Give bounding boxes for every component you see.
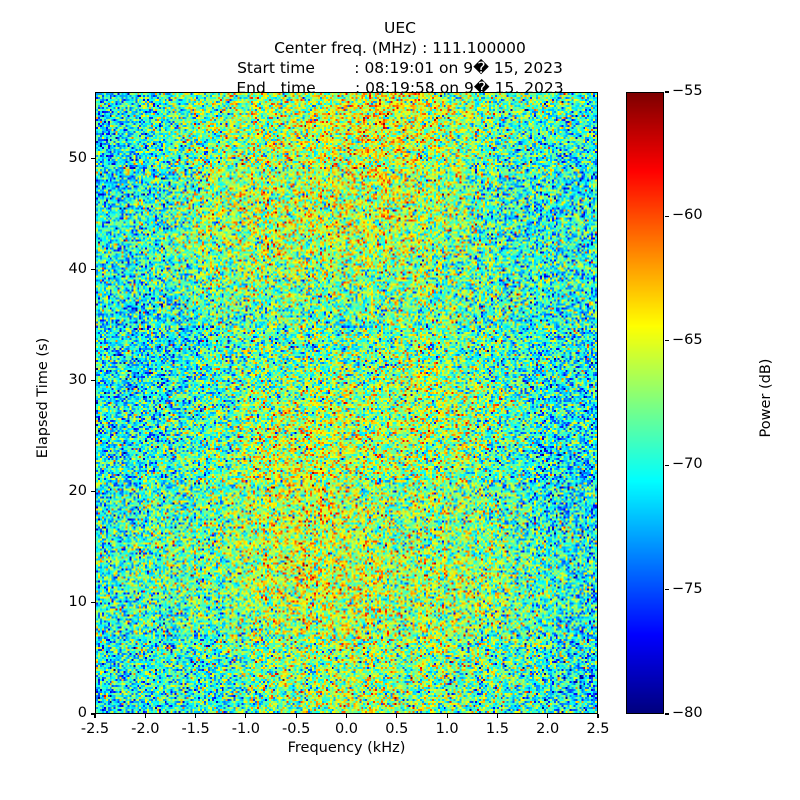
x-axis-tick [597, 714, 599, 719]
x-axis-tick-label: 1.0 [435, 721, 459, 737]
colorbar-tick [665, 215, 670, 217]
title-center-frequency: Center freq. (MHz) : 111.100000 [274, 39, 526, 57]
y-axis-tick-label: 20 [68, 482, 87, 499]
y-axis-tick-label: 30 [68, 371, 87, 388]
spectrogram-plot-area [95, 92, 598, 714]
x-axis-tick [496, 714, 498, 719]
y-axis-tick [90, 491, 95, 493]
colorbar-tick [665, 713, 670, 715]
x-axis-tick [295, 714, 297, 719]
colorbar-label: Power (dB) [758, 358, 774, 438]
colorbar-tick-label: −70 [672, 456, 703, 473]
colorbar-tick-label: −55 [672, 83, 703, 99]
colorbar-tick-label: −80 [672, 705, 703, 721]
x-axis-label: Frequency (kHz) [287, 740, 406, 756]
colorbar-tick [665, 464, 670, 466]
y-axis-tick [90, 602, 95, 604]
y-axis-tick-label: 50 [68, 149, 87, 166]
x-axis-tick [396, 714, 398, 719]
x-axis-tick-label: 2.0 [536, 721, 560, 737]
colorbar-tick-label: −60 [672, 207, 703, 224]
y-axis-tick [90, 713, 95, 715]
x-axis-tick [144, 714, 146, 719]
x-axis-tick [94, 714, 96, 719]
colorbar [626, 92, 664, 714]
x-axis-tick-label: -1.5 [181, 721, 210, 737]
x-axis-tick [446, 714, 448, 719]
colorbar-gradient [627, 93, 663, 713]
spectrogram-heatmap [96, 93, 597, 713]
colorbar-tick [665, 340, 670, 342]
x-axis-tick-label: -2.5 [80, 721, 110, 737]
y-axis-label: Elapsed Time (s) [35, 337, 51, 459]
x-axis-tick-label: -1.0 [231, 721, 261, 737]
x-axis-tick-label: 0.0 [334, 721, 359, 737]
colorbar-tick-label: −75 [672, 580, 703, 597]
title-start-time: Start time : 08:19:01 on 9� 15, 2023 [237, 59, 563, 77]
x-axis-tick [245, 714, 247, 719]
y-axis-tick-label: 10 [68, 593, 87, 610]
figure-title-block: UEC Center freq. (MHz) : 111.100000 Star… [0, 18, 800, 98]
y-axis-tick [90, 269, 95, 271]
colorbar-tick [665, 589, 670, 591]
x-axis-tick-label: -0.5 [282, 721, 311, 737]
colorbar-tick [665, 91, 670, 93]
x-axis-tick [195, 714, 197, 719]
x-axis-tick-label: 1.5 [485, 721, 509, 737]
colorbar-tick-label: −65 [672, 331, 703, 348]
y-axis-tick [90, 158, 95, 160]
x-axis-tick-label: -2.0 [131, 721, 160, 737]
y-axis-tick [90, 380, 95, 382]
page-title: UEC [384, 19, 416, 37]
x-axis-tick [547, 714, 549, 719]
y-axis-tick-label: 40 [68, 260, 87, 277]
y-axis-tick-label: 0 [77, 705, 87, 721]
x-axis-tick-label: 0.5 [385, 721, 409, 737]
x-axis-tick-label: 2.5 [586, 721, 610, 737]
x-axis-tick [345, 714, 348, 719]
